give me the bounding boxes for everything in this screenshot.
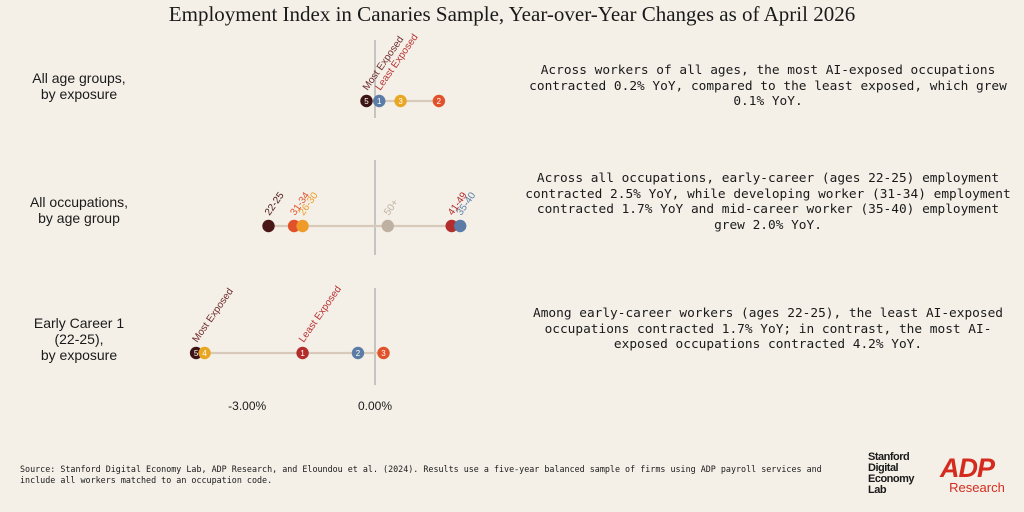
- data-point: [377, 346, 390, 360]
- data-point-marker: 5: [364, 97, 369, 106]
- data-point: [373, 94, 386, 108]
- data-point-label: Least Exposed: [297, 284, 344, 345]
- data-point: [189, 346, 203, 360]
- stanford-logo: Stanford Digital Economy Lab: [868, 451, 915, 496]
- source-note: Source: Stanford Digital Economy Lab, AD…: [20, 464, 822, 485]
- chart-title: Employment Index in Canaries Sample, Yea…: [168, 2, 856, 26]
- data-point: [351, 346, 365, 360]
- data-point: [296, 346, 309, 360]
- data-point-marker: 2: [437, 97, 442, 106]
- data-point: [432, 94, 446, 108]
- data-point: [454, 219, 467, 233]
- data-point-marker: 4: [202, 349, 207, 358]
- adp-logo: ADP Research: [940, 454, 1014, 495]
- adp-research-label: Research: [949, 480, 1005, 495]
- row-label-early-career: Early Career 1 (22-25), by exposure: [33, 315, 125, 363]
- data-point: [296, 219, 309, 233]
- description-early-career: Among early-career workers (ages 22-25),…: [533, 306, 1003, 352]
- adp-logo-mark: ADP: [940, 453, 995, 483]
- x-tick-label: -3.00%: [228, 399, 266, 413]
- data-point-marker: 1: [300, 349, 305, 358]
- data-point-marker: 3: [381, 349, 386, 358]
- data-point: [381, 219, 394, 233]
- description-age-groups: Across workers of all ages, the most AI-…: [529, 63, 1007, 109]
- data-point: [445, 219, 458, 233]
- data-point-marker: 2: [356, 349, 361, 358]
- data-point-label: 50+: [382, 197, 401, 217]
- description-occupations: Across all occupations, early-career (ag…: [525, 171, 1011, 233]
- data-point: [360, 94, 373, 108]
- data-point-marker: 3: [398, 97, 403, 106]
- data-point-label: Most Exposed: [191, 286, 236, 344]
- row-label-occupations: All occupations, by age group: [29, 194, 129, 226]
- data-point: [198, 346, 211, 360]
- data-point-label: 22-25: [263, 190, 287, 218]
- data-point: [287, 219, 301, 233]
- data-point-marker: 1: [377, 97, 382, 106]
- x-tick-label: 0.00%: [358, 399, 392, 413]
- data-point: [394, 94, 407, 108]
- data-point-marker: 5: [194, 349, 199, 358]
- data-point: [262, 219, 275, 233]
- row-label-age-groups: All age groups, by exposure: [32, 70, 126, 102]
